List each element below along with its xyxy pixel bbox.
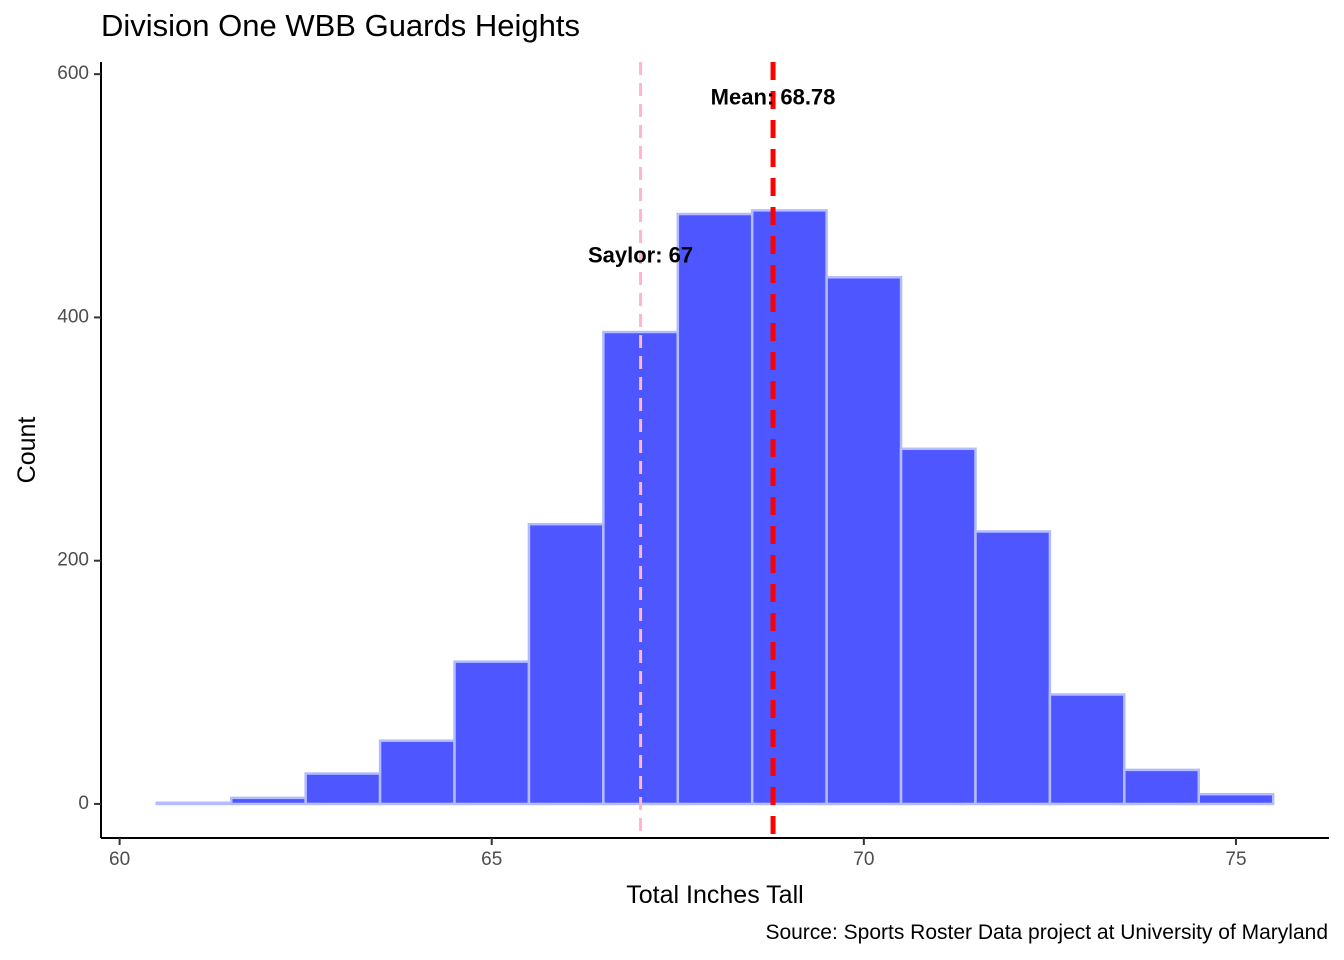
mean-label: Mean: 68.78 [711, 84, 836, 109]
source-caption: Source: Sports Roster Data project at Un… [765, 921, 1328, 944]
y-tick-label-200: 200 [57, 550, 89, 571]
histogram-bar-63 [304, 772, 382, 806]
reference-lines: Saylor: 67 Mean: 68.78 [588, 62, 835, 838]
histogram-bar-65 [453, 660, 531, 806]
bars-group [155, 209, 1275, 806]
x-tick-label-60: 60 [109, 849, 130, 870]
histogram-bar-74 [1123, 768, 1201, 806]
histogram-bar-64 [378, 739, 456, 806]
histogram-bar-62 [229, 796, 307, 806]
histogram-bar-73 [1048, 693, 1126, 806]
histogram-bar-66 [527, 522, 605, 806]
histogram-bar-68 [676, 212, 754, 806]
histogram-bar-71 [899, 447, 977, 806]
chart-title: Division One WBB Guards Heights [101, 8, 580, 43]
y-tick-label-0: 0 [78, 793, 89, 814]
histogram-bar-72 [974, 530, 1052, 806]
x-tick-label-75: 75 [1225, 849, 1246, 870]
y-tick-label-600: 600 [57, 63, 89, 84]
x-axis: 60 65 70 75 [101, 837, 1329, 870]
histogram-bar-70 [825, 276, 903, 806]
saylor-label: Saylor: 67 [588, 242, 693, 267]
x-tick-label-65: 65 [481, 849, 502, 870]
y-tick-label-400: 400 [57, 306, 89, 327]
y-axis-title: Count [13, 417, 41, 484]
y-axis: 0 200 400 600 [57, 62, 102, 838]
histogram-bar-75 [1197, 792, 1275, 806]
x-tick-label-70: 70 [853, 849, 874, 870]
histogram-bar-69 [750, 209, 828, 806]
histogram-bar-61 [155, 801, 233, 806]
x-axis-title: Total Inches Tall [626, 881, 803, 909]
